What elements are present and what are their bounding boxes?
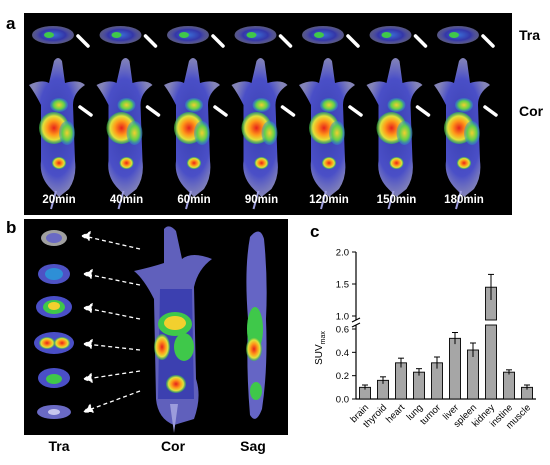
y-tick-label: 0.2: [336, 371, 349, 382]
pet-time-series-panel: 20min 40min 60min 90min 120min 150min 180min: [24, 13, 512, 215]
error-bar: [506, 369, 512, 375]
bar: [413, 371, 425, 400]
error-bar: [416, 368, 422, 376]
error-bar: [452, 332, 458, 345]
y-tick-label: 2.0: [336, 248, 349, 259]
bar: [449, 337, 461, 400]
time-point-label: 20min: [42, 194, 76, 206]
y-axis-label: SUVmax: [314, 331, 327, 365]
pet-multi-view-panel: [24, 219, 288, 435]
category-label: tumor: [418, 402, 443, 427]
bar-tumor: [431, 356, 443, 400]
time-point-label: 120min: [309, 194, 349, 206]
time-point-4: [231, 26, 296, 210]
bar: [485, 324, 497, 400]
time-point-2: [96, 26, 161, 210]
panel-c-letter: c: [310, 222, 320, 241]
y-tick-label: 1.0: [336, 312, 349, 323]
sagittal-view: [246, 231, 267, 419]
bar-heart: [395, 357, 407, 400]
error-bar: [434, 356, 440, 369]
bar-lung: [413, 368, 425, 400]
bar-muscle: [521, 384, 533, 400]
row-label-coronal: Cor: [519, 103, 544, 119]
time-point-label: 60min: [177, 194, 211, 206]
error-bar: [398, 357, 404, 368]
view-label-coronal: Cor: [160, 438, 186, 454]
bar-brain: [359, 384, 371, 400]
view-label-sagittal: Sag: [240, 438, 266, 454]
bar: [395, 362, 407, 400]
error-bar: [524, 384, 530, 390]
error-bar: [380, 376, 386, 384]
time-point-3: [164, 26, 228, 210]
panel-a-letter: a: [6, 14, 16, 33]
pet-time-series-image: [29, 26, 498, 210]
axis-break-mark: [351, 317, 361, 328]
bar-spleen: [467, 342, 479, 400]
suv-bar-chart: 0.0 0.2 0.4 0.6 1.0 1.5 2.0 SUVmax brain thyroid h…: [300, 236, 546, 460]
bar: [467, 349, 479, 400]
time-point-label: 40min: [109, 194, 144, 206]
transverse-slices: [34, 230, 74, 419]
bar-liver: [449, 332, 461, 400]
category-label: heart: [384, 402, 407, 425]
bar-instine: [503, 369, 515, 400]
time-point-label: 180min: [444, 194, 484, 206]
slice-arrows: [80, 230, 141, 413]
y-tick-label: 0.0: [336, 395, 349, 406]
time-point-7: [434, 26, 498, 210]
coronal-view: [134, 226, 212, 433]
suv-bar-chart-svg: 0.00.20.40.61.01.52.0SUVmaxbrainthyroidh…: [314, 248, 536, 431]
pet-multi-view-image: [34, 226, 267, 433]
time-point-label: 90min: [244, 194, 279, 206]
error-bar: [470, 342, 476, 357]
error-bar: [488, 273, 494, 300]
error-bar: [362, 384, 368, 390]
bar-thyroid: [377, 376, 389, 400]
bar-kidney: [485, 273, 497, 400]
panel-b-letter: b: [6, 218, 17, 237]
y-tick-label: 1.5: [336, 280, 349, 291]
y-tick-label: 0.6: [336, 325, 349, 336]
y-tick-label: 0.4: [336, 348, 349, 359]
row-label-transverse: Tra: [519, 27, 541, 43]
time-point-6: [366, 26, 431, 210]
time-point-1: [29, 26, 93, 210]
time-point-5: [299, 26, 363, 210]
bar: [503, 371, 515, 400]
time-point-label: 150min: [376, 194, 417, 206]
view-label-transverse: Tra: [48, 438, 70, 454]
